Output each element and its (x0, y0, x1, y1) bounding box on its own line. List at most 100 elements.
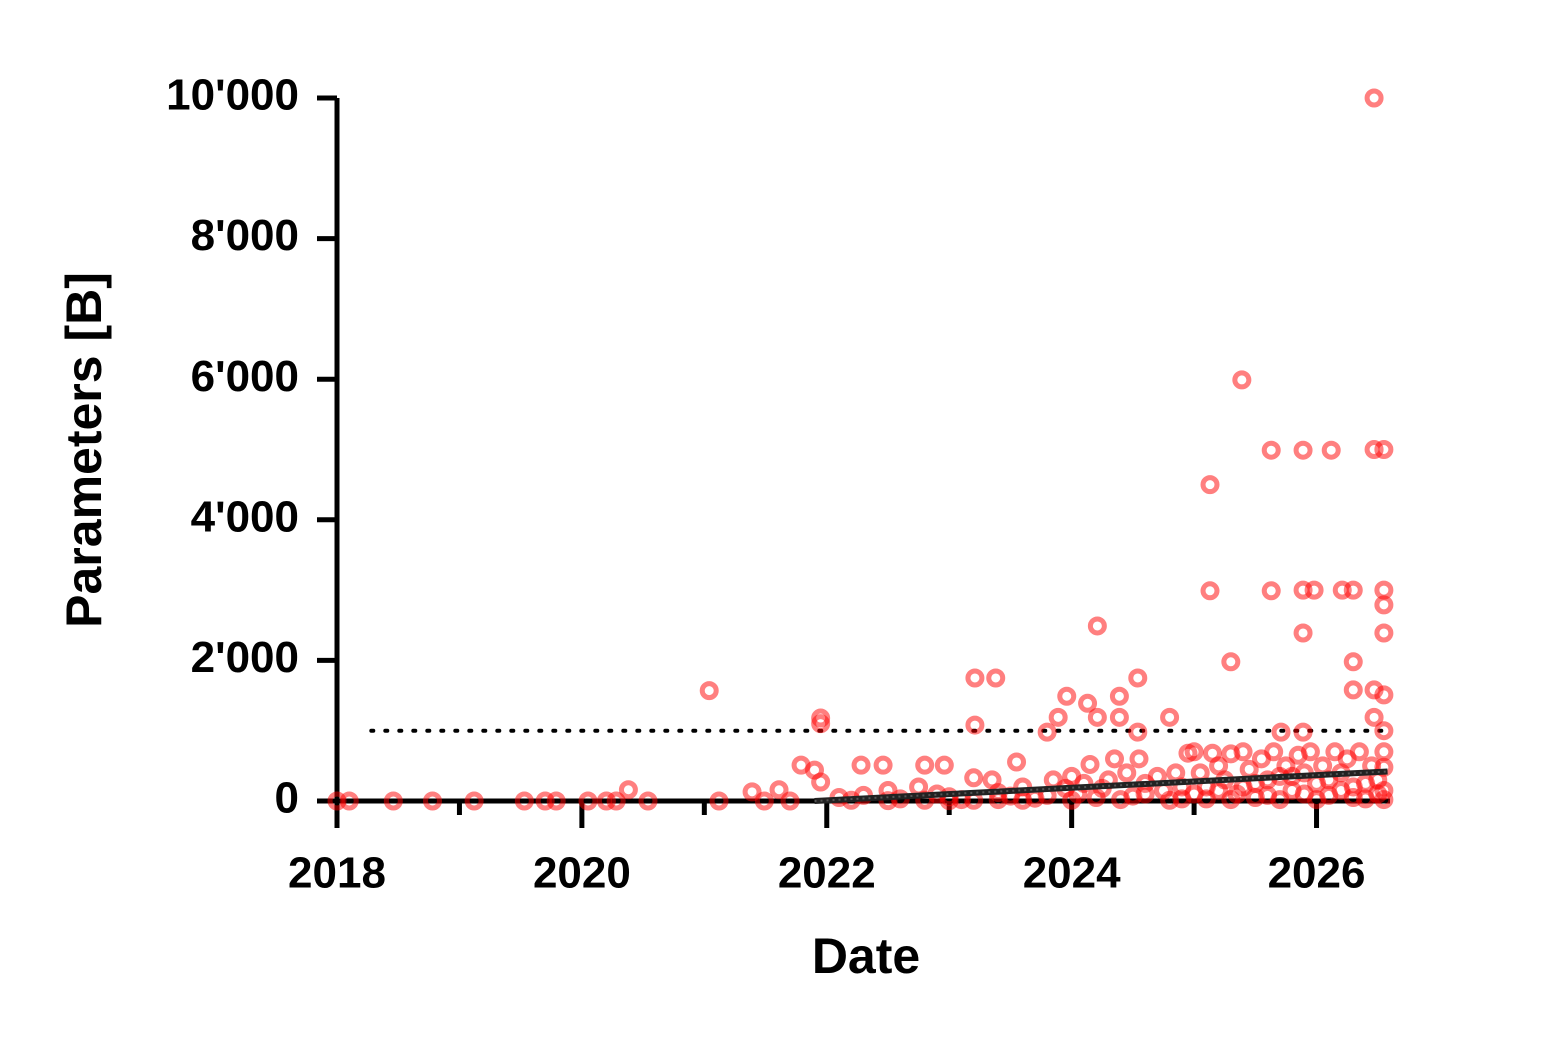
scatter-point (1293, 722, 1313, 742)
y-tick-label: 8'000 (191, 211, 299, 260)
scatter-point (1007, 752, 1027, 772)
scatter-point (1135, 784, 1155, 804)
scatter-point (1349, 742, 1369, 762)
scatter-point (754, 791, 774, 811)
scatter-point (1343, 652, 1363, 672)
scatter-point (1200, 475, 1220, 495)
scatter-point (1261, 440, 1281, 460)
scatter-point (1200, 581, 1220, 601)
scatter-point (1271, 722, 1291, 742)
scatter-point (1160, 790, 1180, 810)
scatter-point (1300, 742, 1320, 762)
scatter-point (1013, 790, 1033, 810)
scatter-point (1364, 440, 1384, 459)
scatter-point (1331, 780, 1351, 800)
x-tick-label: 2020 (533, 849, 631, 898)
scatter-point (1293, 623, 1313, 643)
scatter-point (811, 714, 831, 734)
scatter-point (1321, 440, 1341, 460)
y-tick-label: 2'000 (191, 633, 299, 682)
scatter-point (1037, 722, 1057, 742)
scatter-point (1374, 595, 1394, 615)
scatter-point (709, 791, 729, 811)
scatter-point (1245, 787, 1265, 807)
scatter-point (618, 780, 638, 800)
scatter-point (1374, 580, 1394, 600)
scatter-point (965, 715, 985, 735)
scatter-point (1270, 790, 1290, 810)
scatter-point (769, 780, 789, 800)
scatter-point (986, 668, 1006, 688)
scatter-point (1364, 707, 1384, 727)
scatter-point (464, 791, 484, 811)
scatter-point (1233, 742, 1253, 762)
trend-line (814, 768, 1388, 804)
scatter-point (578, 791, 598, 811)
scatter-point (1128, 722, 1148, 742)
scatter-point (1374, 623, 1394, 643)
scatter-point (1074, 773, 1094, 793)
scatter-point (546, 791, 566, 811)
x-tick-label: 2022 (778, 849, 876, 898)
scatter-point (878, 791, 898, 811)
scatter-point (1364, 88, 1384, 108)
scatter-point (1264, 742, 1284, 762)
x-tick-label: 2024 (1023, 849, 1121, 898)
scatter-point (423, 791, 443, 811)
x-tick-label: 2026 (1268, 849, 1366, 898)
x-tick-label: 2018 (288, 849, 386, 898)
scatter-point (1294, 784, 1314, 804)
scatter-point (606, 791, 626, 811)
scatter-point (934, 755, 954, 775)
scatter-point (1343, 580, 1363, 600)
scatter-point (1356, 773, 1376, 793)
scatter-point (699, 681, 719, 701)
scatter-point (1232, 370, 1252, 390)
scatter-point (1374, 721, 1394, 741)
scatter-point (873, 755, 893, 775)
scatter-point (1109, 686, 1129, 706)
scatter-point (1364, 680, 1384, 700)
scatter-point (1209, 780, 1229, 800)
scatter-point (1062, 790, 1082, 810)
scatter-point (965, 668, 985, 688)
scatter-point (1293, 580, 1313, 600)
scatter-point (1332, 580, 1352, 600)
scatter-point (1128, 668, 1148, 688)
scatter-point (1293, 440, 1313, 460)
scatter-point (964, 768, 984, 788)
scatter-point (1078, 693, 1098, 713)
y-tick-label: 10'000 (166, 71, 299, 120)
scatter-point (383, 791, 403, 811)
scatter-point (1304, 580, 1324, 600)
scatter-point (1080, 754, 1100, 774)
scatter-point (1343, 680, 1363, 700)
scatter-point (1374, 742, 1394, 762)
y-axis-title: Parameters [B] (56, 272, 112, 628)
scatter-point (1221, 790, 1241, 810)
scatter-point (1368, 784, 1388, 804)
scatter-point (780, 791, 800, 811)
scatter-point (1261, 581, 1281, 601)
y-tick-label: 6'000 (191, 352, 299, 401)
scatter-point (1184, 742, 1204, 762)
y-tick-label: 0 (275, 774, 299, 823)
scatter-point (851, 755, 871, 775)
x-axis-title: Date (812, 928, 920, 984)
scatter-point (638, 791, 658, 811)
scatter-point (811, 772, 831, 792)
scatter-point (1105, 749, 1125, 769)
scatter-point (915, 755, 935, 775)
scatter-point (1087, 707, 1107, 727)
scatter-point (339, 791, 359, 811)
y-tick-label: 4'000 (191, 492, 299, 541)
scatter-point (1160, 707, 1180, 727)
scatter-point (596, 791, 616, 811)
scatter-point (1221, 652, 1241, 672)
scatter-point (1111, 790, 1131, 810)
scatter-point (1087, 616, 1107, 636)
scatter-point (1048, 707, 1068, 727)
scatter-point (535, 791, 555, 811)
scatter-point (1129, 749, 1149, 769)
